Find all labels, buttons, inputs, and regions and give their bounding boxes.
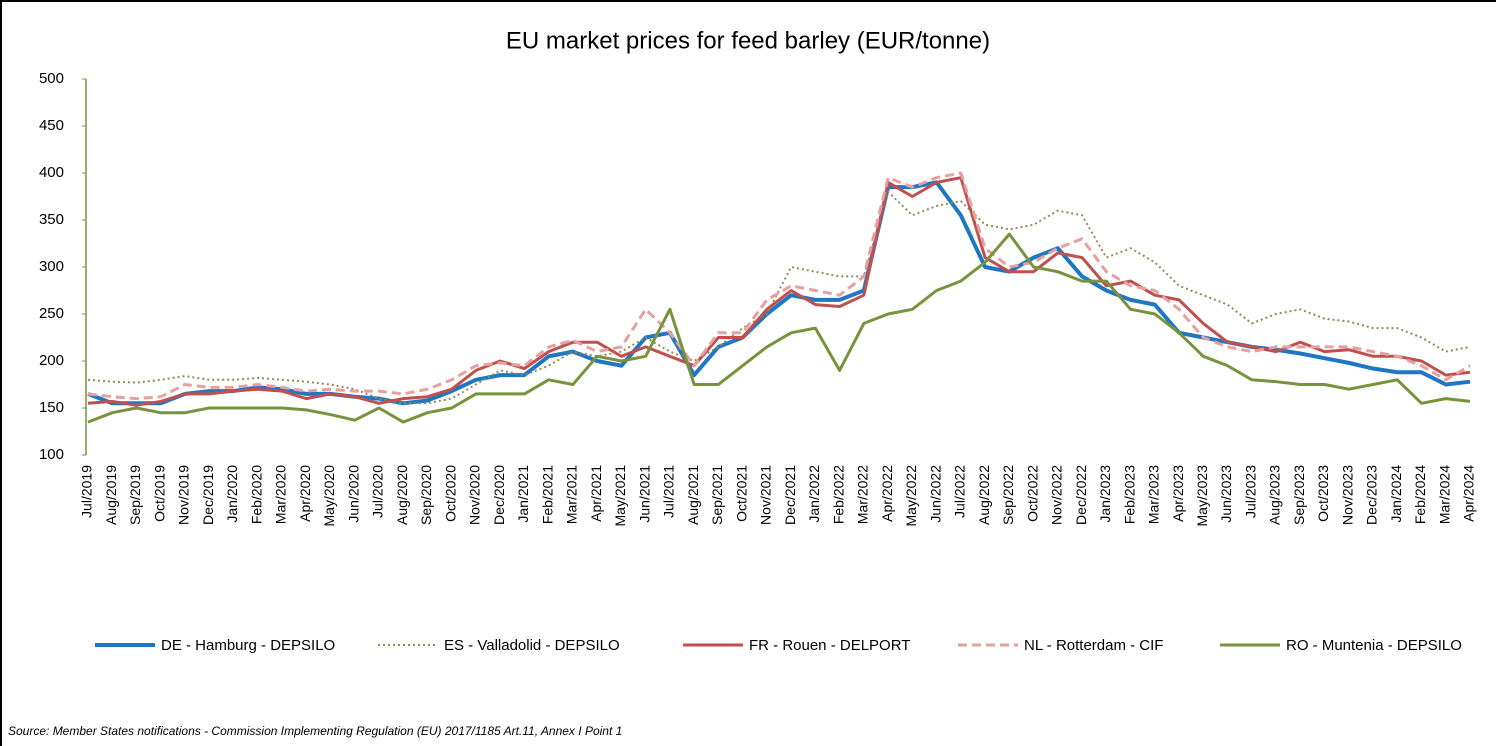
x-tick-label: Jul/2022 <box>952 465 968 518</box>
x-tick-label: Jun/2020 <box>345 465 361 523</box>
legend-label: NL - Rotterdam - CIF <box>1024 637 1163 654</box>
y-tick-label: 300 <box>39 258 64 275</box>
legend-label: DE - Hamburg - DEPSILO <box>161 637 335 654</box>
x-tick-label: Jun/2022 <box>927 465 943 523</box>
x-tick-label: Jan/2023 <box>1097 465 1113 523</box>
legend-label: FR - Rouen - DELPORT <box>749 637 910 654</box>
y-tick-label: 450 <box>39 117 64 134</box>
y-tick-label: 350 <box>39 211 64 228</box>
x-tick-label: Feb/2023 <box>1121 465 1137 524</box>
x-tick-label: Jan/2021 <box>515 465 531 523</box>
x-tick-label: Apr/2024 <box>1461 465 1477 522</box>
x-tick-label: Sep/2020 <box>418 465 434 525</box>
legend-label: RO - Muntenia - DEPSILO <box>1286 637 1462 654</box>
x-tick-label: Sep/2022 <box>1000 465 1016 525</box>
chart-title: EU market prices for feed barley (EUR/to… <box>506 27 990 54</box>
x-tick-label: Dec/2023 <box>1364 465 1380 525</box>
x-tick-label: Nov/2019 <box>176 465 192 525</box>
x-tick-label: Jun/2023 <box>1218 465 1234 523</box>
x-tick-label: Mar/2024 <box>1436 465 1452 524</box>
y-tick-label: 400 <box>39 164 64 181</box>
x-tick-label: Apr/2020 <box>297 465 313 522</box>
x-tick-label: Feb/2021 <box>539 465 555 524</box>
x-tick-label: Jan/2022 <box>806 465 822 523</box>
x-tick-label: Nov/2023 <box>1339 465 1355 525</box>
series-line <box>87 232 1471 424</box>
series-line <box>87 190 1471 405</box>
x-tick-label: Sep/2023 <box>1291 465 1307 525</box>
x-tick-label: Jul/2021 <box>661 465 677 518</box>
x-tick-label: Apr/2022 <box>879 465 895 522</box>
y-tick-label: 250 <box>39 305 64 322</box>
x-tick-label: Nov/2021 <box>758 465 774 525</box>
x-tick-label: Aug/2020 <box>394 465 410 525</box>
x-tick-label: Jan/2020 <box>224 465 240 523</box>
series-line <box>87 180 1471 406</box>
x-tick-label: Dec/2019 <box>200 465 216 525</box>
x-tick-label: Oct/2023 <box>1315 465 1331 522</box>
x-tick-label: Aug/2021 <box>685 465 701 525</box>
x-tick-label: Mar/2021 <box>564 465 580 524</box>
x-tick-label: Nov/2020 <box>467 465 483 525</box>
series-line <box>87 171 1471 401</box>
x-tick-label: Mar/2023 <box>1146 465 1162 524</box>
y-tick-label: 150 <box>39 399 64 416</box>
x-tick-label: Jul/2023 <box>1242 465 1258 518</box>
x-tick-label: Oct/2022 <box>1024 465 1040 522</box>
legend-label: ES - Valladolid - DEPSILO <box>444 637 620 654</box>
x-tick-label: Jul/2020 <box>370 465 386 518</box>
x-tick-label: Dec/2021 <box>782 465 798 525</box>
x-tick-label: Mar/2020 <box>273 465 289 524</box>
x-tick-label: Apr/2021 <box>588 465 604 522</box>
x-tick-label: Feb/2024 <box>1412 465 1428 524</box>
x-tick-label: Jan/2024 <box>1388 465 1404 523</box>
x-tick-label: Sep/2019 <box>127 465 143 525</box>
y-tick-label: 200 <box>39 352 64 369</box>
x-tick-label: May/2020 <box>321 465 337 527</box>
x-tick-label: Mar/2022 <box>855 465 871 524</box>
x-tick-label: Dec/2020 <box>491 465 507 525</box>
x-tick-label: Sep/2021 <box>709 465 725 525</box>
x-tick-label: Feb/2022 <box>830 465 846 524</box>
x-tick-label: Aug/2019 <box>103 465 119 525</box>
x-tick-label: Dec/2022 <box>1073 465 1089 525</box>
x-tick-label: Aug/2022 <box>976 465 992 525</box>
source-note: Source: Member States notifications - Co… <box>8 724 622 738</box>
x-tick-label: Oct/2020 <box>442 465 458 522</box>
x-tick-label: Apr/2023 <box>1170 465 1186 522</box>
x-tick-label: Feb/2020 <box>248 465 264 524</box>
x-tick-label: Oct/2019 <box>151 465 167 522</box>
x-tick-label: Jun/2021 <box>636 465 652 523</box>
x-tick-label: May/2021 <box>612 465 628 527</box>
x-tick-label: Oct/2021 <box>733 465 749 522</box>
x-tick-label: Aug/2023 <box>1267 465 1283 525</box>
x-tick-label: Jul/2019 <box>79 465 95 518</box>
x-tick-label: Nov/2022 <box>1049 465 1065 525</box>
x-tick-label: May/2023 <box>1194 465 1210 527</box>
series-line <box>87 176 1471 407</box>
x-tick-label: May/2022 <box>903 465 919 527</box>
y-tick-label: 500 <box>39 70 64 87</box>
y-tick-label: 100 <box>39 446 64 463</box>
